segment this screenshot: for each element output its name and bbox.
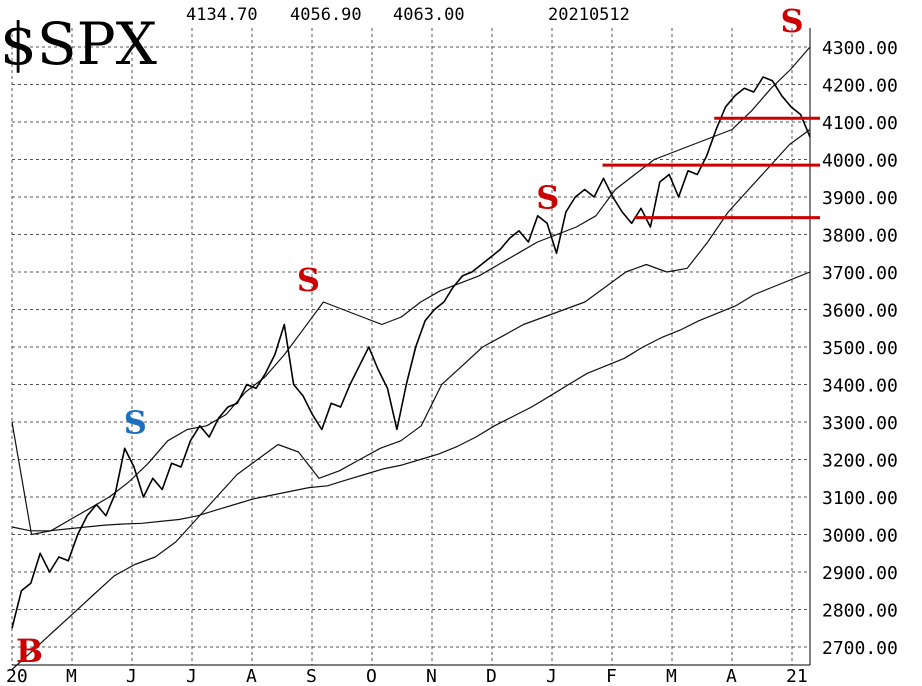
header-value-2: 4056.90 — [290, 5, 362, 25]
y-tick-label-8: 3500.00 — [822, 338, 898, 359]
x-tick-label-9: J — [546, 666, 557, 686]
horizontal-levels — [602, 116, 820, 220]
y-tick-label-16: 2700.00 — [822, 638, 898, 659]
y-tick-label-1: 4200.00 — [822, 76, 898, 97]
x-tick-label-13: 21 — [786, 666, 808, 686]
x-tick-label-5: S — [306, 666, 317, 686]
signal-b-0: B — [16, 632, 43, 670]
x-tick-label-0: 20 — [6, 666, 28, 686]
header-date: 20210512 — [548, 5, 630, 25]
y-tick-label-10: 3300.00 — [822, 413, 898, 434]
y-axis: 4300.00 4200.00 4100.00 4000.00 3900.00 3800.… — [822, 38, 898, 659]
x-axis: 20 M J J A S O N D J F M A 21 — [6, 666, 808, 686]
x-tick-label-3: J — [186, 666, 197, 686]
signal-s-4: S — [780, 2, 803, 40]
signal-s-2: S — [297, 261, 320, 299]
y-tick-label-11: 3200.00 — [822, 451, 898, 472]
x-tick-label-11: M — [666, 666, 677, 686]
y-tick-label-15: 2800.00 — [822, 601, 898, 622]
y-tick-label-9: 3400.00 — [822, 376, 898, 397]
symbol-title: $SPX — [0, 10, 158, 78]
series-layer — [11, 46, 811, 670]
envelope-lower-line — [11, 129, 811, 670]
x-tick-label-1: M — [66, 666, 77, 686]
x-tick-label-8: D — [486, 666, 497, 686]
envelope-upper-line — [11, 46, 811, 536]
grid — [11, 28, 811, 666]
y-tick-label-13: 3000.00 — [822, 526, 898, 547]
x-tick-label-4: A — [246, 666, 257, 686]
y-tick-label-5: 3800.00 — [822, 226, 898, 247]
header-value-3: 4063.00 — [393, 5, 465, 25]
x-tick-label-7: N — [426, 666, 437, 686]
x-tick-label-10: F — [606, 666, 617, 686]
signal-s-3: S — [536, 178, 559, 216]
y-tick-label-0: 4300.00 — [822, 38, 898, 59]
y-tick-label-4: 3900.00 — [822, 188, 898, 209]
y-tick-label-3: 4000.00 — [822, 151, 898, 172]
x-tick-label-2: J — [126, 666, 137, 686]
y-tick-label-14: 2900.00 — [822, 563, 898, 584]
y-tick-label-2: 4100.00 — [822, 113, 898, 134]
y-tick-label-12: 3100.00 — [822, 488, 898, 509]
x-tick-label-12: A — [726, 666, 737, 686]
price-line — [11, 76, 811, 629]
signal-markers: B S S S S — [16, 2, 804, 670]
x-tick-label-6: O — [366, 666, 377, 686]
y-tick-label-6: 3700.00 — [822, 263, 898, 284]
header-value-1: 4134.70 — [186, 5, 258, 25]
moving-average-line — [11, 271, 811, 532]
y-tick-label-7: 3600.00 — [822, 301, 898, 322]
signal-s-1: S — [124, 403, 147, 441]
